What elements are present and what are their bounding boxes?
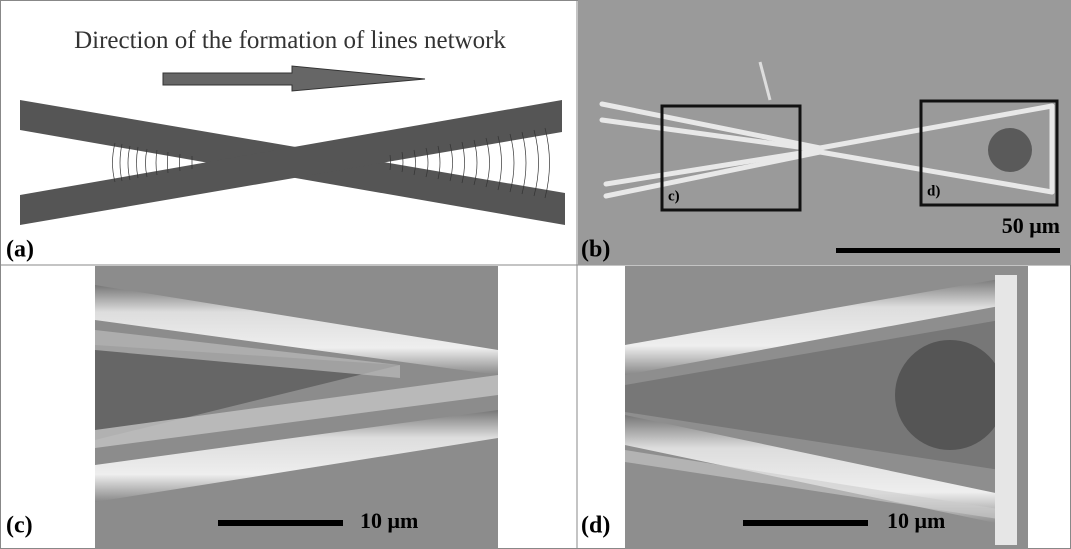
void (895, 340, 1005, 450)
wire (95, 285, 498, 375)
sem-image (578, 0, 1071, 265)
wire (95, 410, 498, 502)
debris (758, 61, 772, 101)
box-d (919, 99, 1059, 207)
meniscus-lines (112, 127, 550, 199)
panel-label: (b) (581, 237, 610, 263)
void (988, 128, 1032, 172)
scale-label: 10 μm (887, 508, 945, 533)
bar (20, 100, 562, 225)
box-c (660, 104, 802, 212)
scale-bar (836, 248, 1060, 253)
wire (95, 330, 400, 378)
panel-label: (c) (6, 513, 33, 539)
scale-bar (743, 520, 868, 526)
panel-a: Direction of the formation of lines netw… (6, 27, 565, 263)
scale-label: 10 μm (360, 508, 418, 533)
box-label: d) (927, 183, 940, 199)
wire (625, 278, 1005, 375)
scale-label: 50 μm (1002, 213, 1060, 238)
panel-label: (d) (581, 513, 610, 539)
gap (625, 320, 1000, 470)
panel-d: 10 μm (d) (581, 266, 1028, 549)
wire-end (995, 275, 1017, 545)
arrow (162, 65, 426, 92)
panel-b: c) d) 50 μm (b) (578, 0, 1071, 265)
scale-bar (218, 520, 343, 526)
box-label: c) (668, 188, 680, 204)
sem-lines (599, 101, 1055, 199)
wire (625, 450, 1005, 520)
wire (95, 375, 498, 448)
panel-c: 10 μm (c) (6, 266, 498, 549)
panel-label: (a) (6, 237, 34, 263)
caption: Direction of the formation of lines netw… (74, 27, 506, 54)
